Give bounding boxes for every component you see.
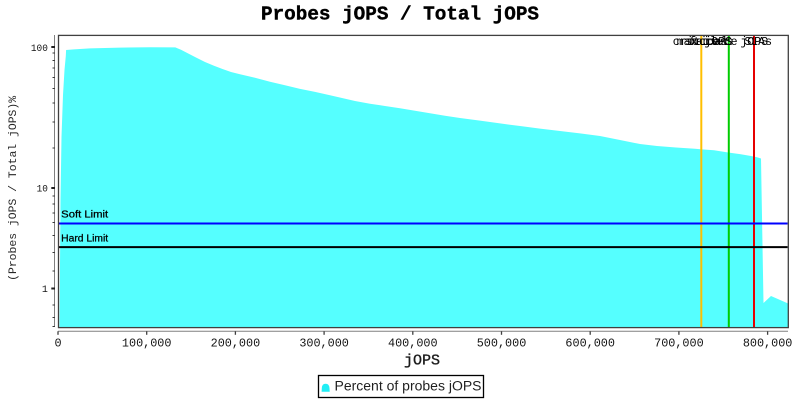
svg-text:(Probes jOPS / Total jOPS)%: (Probes jOPS / Total jOPS)% [8,96,20,281]
svg-text:100,000: 100,000 [122,336,172,350]
svg-text:100: 100 [31,44,48,55]
svg-text:Probes jOPS / Total jOPS: Probes jOPS / Total jOPS [261,3,539,25]
svg-text:Soft Limit: Soft Limit [61,209,108,220]
svg-text:10: 10 [37,185,48,196]
svg-text:200,000: 200,000 [211,336,261,350]
svg-text:0: 0 [54,336,61,350]
svg-text:failure SLAs: failure SLAs [689,36,772,49]
svg-text:1: 1 [42,285,48,296]
svg-text:critical: critical [673,36,728,49]
svg-text:success jOPS: success jOPS [685,36,768,49]
svg-text:600,000: 600,000 [565,336,615,350]
svg-text:500,000: 500,000 [477,336,527,350]
svg-text:700,000: 700,000 [654,336,704,350]
svg-text:jOPS: jOPS [404,353,440,370]
svg-text:Percent of probes jOPS: Percent of probes jOPS [335,378,482,393]
svg-text:300,000: 300,000 [299,336,349,350]
svg-text:800,000: 800,000 [743,336,793,350]
svg-text:max jOPS: max jOPS [677,36,732,49]
svg-text:Hard Limit: Hard Limit [61,233,108,244]
svg-text:400,000: 400,000 [388,336,438,350]
